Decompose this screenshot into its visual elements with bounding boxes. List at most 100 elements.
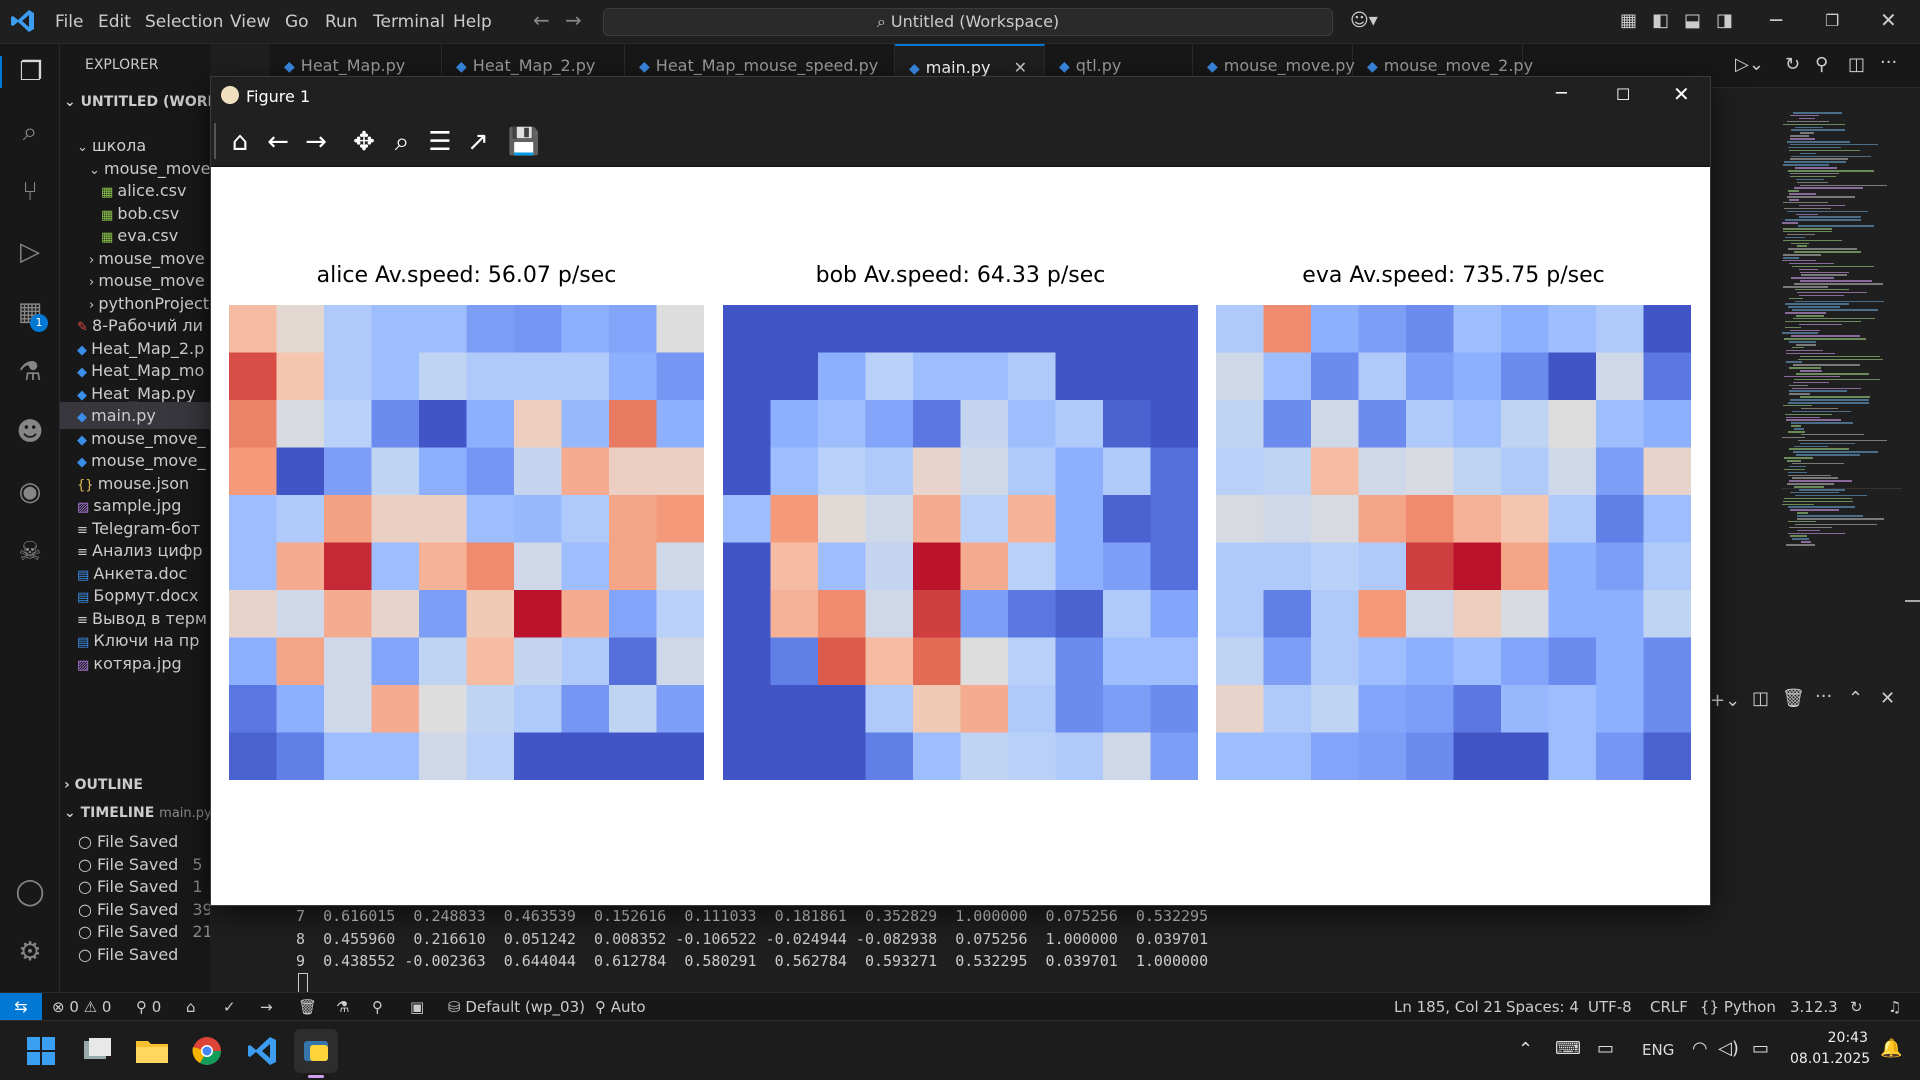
explorer-icon[interactable]: ❐: [0, 56, 60, 88]
run-debug-icon[interactable]: ▷: [20, 237, 40, 267]
back-arrow-icon[interactable]: ←: [533, 8, 550, 32]
timeline-item[interactable]: ○ File Saved 5: [60, 851, 210, 878]
heatmap-bob[interactable]: [723, 305, 1198, 780]
zoom-icon[interactable]: ⌕: [394, 127, 410, 157]
explorer-item[interactable]: ≡ Анализ цифр: [60, 537, 210, 564]
explorer-item[interactable]: ▤ Бормут.docx: [60, 582, 210, 609]
volume-icon[interactable]: ◁): [1718, 1038, 1739, 1059]
customize-layout-icon[interactable]: ▦: [1620, 10, 1638, 31]
terminal-panel[interactable]: 7 0.616015 0.248833 0.463539 0.152616 0.…: [270, 900, 1720, 1005]
keyboard-icon[interactable]: ⌨: [1555, 1038, 1581, 1059]
minimize-icon[interactable]: ─: [1770, 8, 1783, 32]
timeline-item[interactable]: ○ File Saved 21 hrs: [60, 918, 210, 945]
explorer-item[interactable]: ▤ Ключи на пр: [60, 627, 210, 654]
cursor-position[interactable]: Ln 185, Col 21: [1394, 998, 1503, 1016]
file-explorer-icon[interactable]: [130, 1029, 174, 1073]
run-python-icon[interactable]: ▷⌄: [1735, 54, 1764, 75]
explorer-item[interactable]: ◆ Heat_Map_mo: [60, 357, 210, 384]
remote-indicator-icon[interactable]: ⇆: [0, 993, 42, 1020]
toggle-panel-icon[interactable]: ⬓: [1684, 10, 1702, 31]
explorer-item[interactable]: › pythonProject: [60, 290, 210, 317]
task-view-icon[interactable]: [75, 1029, 119, 1073]
plug-icon[interactable]: ⚲: [372, 998, 383, 1016]
figure-titlebar[interactable]: Figure 1 ─ ☐ ✕: [211, 77, 1710, 115]
home-icon[interactable]: ⌂: [186, 998, 196, 1016]
explorer-item[interactable]: ≡ Вывод в терм: [60, 605, 210, 632]
plot-canvas[interactable]: alice Av.speed: 56.07 p/sec bob Av.speed…: [211, 167, 1710, 905]
explorer-item[interactable]: ▦ bob.csv: [60, 200, 210, 227]
back-icon[interactable]: ←: [267, 127, 289, 157]
save-figure-icon[interactable]: 💾: [507, 127, 541, 157]
outline-section[interactable]: › OUTLINE: [64, 777, 143, 793]
explorer-item[interactable]: ◆ Heat_Map.py: [60, 380, 210, 407]
explorer-item[interactable]: ▨ sample.jpg: [60, 492, 210, 519]
mode-indicator[interactable]: ⚲ Auto: [595, 998, 646, 1016]
language-indicator[interactable]: ENG: [1642, 1041, 1675, 1059]
tab-heat-map-mouse-speed[interactable]: ◆ Heat_Map_mouse_speed.py: [625, 44, 895, 88]
edit-axis-icon[interactable]: ↗: [467, 127, 489, 157]
explorer-item[interactable]: ✎ 8-Рабочий ли: [60, 312, 210, 339]
maximize-panel-icon[interactable]: ⌃: [1848, 688, 1864, 709]
explorer-item[interactable]: ⌄ школа: [60, 132, 210, 159]
sync-icon[interactable]: ↻: [1850, 998, 1863, 1016]
figure-minimize-icon[interactable]: ─: [1556, 83, 1567, 104]
forward-icon[interactable]: →: [305, 127, 327, 157]
testing-icon[interactable]: ⚗: [18, 357, 42, 387]
trash-icon[interactable]: 🗑: [298, 998, 318, 1016]
explorer-item[interactable]: ▨ котяра.jpg: [60, 650, 210, 677]
timeline-item[interactable]: ○ File Saved: [60, 941, 210, 968]
explorer-item[interactable]: ◆ Heat_Map_2.p: [60, 335, 210, 362]
split-terminal-icon[interactable]: ◫: [1752, 688, 1770, 709]
explorer-item[interactable]: {} mouse.json: [60, 470, 210, 497]
manage-gear-icon[interactable]: ⚙: [18, 937, 42, 967]
debug-plug-icon[interactable]: ⚲: [1815, 54, 1829, 75]
menu-help[interactable]: Help: [453, 12, 492, 32]
indentation[interactable]: Spaces: 4: [1506, 998, 1579, 1016]
menu-file[interactable]: File: [55, 12, 84, 32]
tab-close-icon[interactable]: ✕: [1013, 58, 1027, 77]
timeline-item[interactable]: ○ File Saved 39 mins: [60, 896, 210, 923]
language-mode[interactable]: {} Python: [1700, 998, 1776, 1016]
explorer-item[interactable]: ▦ eva.csv: [60, 222, 210, 249]
vscode-taskbar-icon[interactable]: [240, 1029, 284, 1073]
matplotlib-figure-window[interactable]: Figure 1 ─ ☐ ✕ ⌂ ← → ✥ ⌕ ☰ ↗ 💾 alice Av.…: [210, 76, 1711, 906]
timeline-section[interactable]: ⌄ TIMELINE main.py: [64, 805, 210, 821]
problems-indicator[interactable]: ⊗ 0 ⚠ 0: [52, 998, 112, 1016]
ports-indicator[interactable]: ⚲ 0: [136, 998, 162, 1016]
figure-close-icon[interactable]: ✕: [1673, 82, 1690, 106]
tab-heat-map[interactable]: ◆ Heat_Map.py: [270, 44, 442, 88]
eol[interactable]: CRLF: [1650, 998, 1688, 1016]
timeline-item[interactable]: ○ File Saved: [60, 828, 210, 855]
toggle-sidebar-icon[interactable]: ◧: [1652, 10, 1670, 31]
source-control-icon[interactable]: ⑂: [22, 177, 38, 207]
heatmap-eva[interactable]: [1216, 305, 1691, 780]
figure-maximize-icon[interactable]: ☐: [1616, 85, 1631, 104]
tab-mouse-move[interactable]: ◆ mouse_move.py: [1193, 44, 1355, 88]
copilot-icon[interactable]: ☺▾: [1350, 10, 1378, 31]
python-figure-taskbar-icon[interactable]: [294, 1029, 338, 1073]
split-editor-icon[interactable]: ◫: [1848, 54, 1866, 75]
tab-heat-map-2[interactable]: ◆ Heat_Map_2.py: [442, 44, 625, 88]
tab-mouse-move-2[interactable]: ◆ mouse_move_2.py: [1353, 44, 1533, 88]
arrow-right-icon[interactable]: →: [260, 998, 273, 1016]
windows-start-icon[interactable]: [19, 1029, 63, 1073]
clock-time[interactable]: 20:43: [1827, 1030, 1868, 1046]
terminal-icon[interactable]: ▣: [410, 998, 425, 1016]
explorer-item[interactable]: › mouse_move: [60, 245, 210, 272]
python-version[interactable]: 3.12.3: [1790, 998, 1838, 1016]
chrome-icon[interactable]: [185, 1029, 229, 1073]
github-icon[interactable]: ◉: [18, 477, 42, 507]
close-panel-icon[interactable]: ✕: [1880, 688, 1896, 709]
notification-icon[interactable]: 🔔: [1880, 1038, 1903, 1059]
minimap[interactable]: [1782, 112, 1902, 546]
pan-icon[interactable]: ✥: [353, 127, 375, 157]
new-terminal-dropdown-icon[interactable]: +⌄: [1710, 690, 1741, 711]
menu-view[interactable]: View: [230, 12, 271, 32]
flask-icon[interactable]: ⚗: [336, 998, 350, 1016]
wifi-icon[interactable]: ◠: [1692, 1038, 1708, 1059]
configure-subplots-icon[interactable]: ☰: [428, 127, 452, 157]
refresh-icon[interactable]: ↻: [1785, 54, 1801, 75]
menu-go[interactable]: Go: [285, 12, 309, 32]
env-indicator[interactable]: ⛁ Default (wp_03): [448, 998, 585, 1016]
encoding[interactable]: UTF-8: [1588, 998, 1632, 1016]
